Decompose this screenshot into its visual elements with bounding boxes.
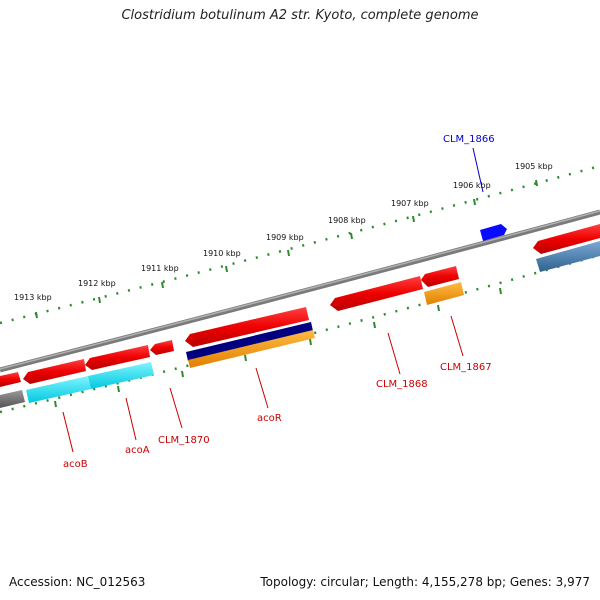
gene-acoB-upper[interactable] <box>23 359 86 384</box>
gene-labels: CLM_1866 CLM_1867 CLM_1868 acoR CLM_1870… <box>63 134 495 470</box>
gene-acoA-upper[interactable] <box>85 345 150 370</box>
gene-red-left-edge[interactable] <box>0 372 21 387</box>
inner-major-ticks <box>54 287 502 408</box>
reverse-genes <box>0 241 600 408</box>
forward-genes <box>0 224 600 387</box>
gene-callout-lines <box>62 147 484 453</box>
gene-acoR-orange[interactable] <box>188 330 315 368</box>
gene-acoR-red[interactable] <box>185 307 309 347</box>
gene-CLM_1867-red[interactable] <box>421 266 459 287</box>
accession-text: Accession: NC_012563 <box>9 575 146 589</box>
gene-label-CLM_1867[interactable]: CLM_1867 <box>440 362 492 373</box>
gene-CLM_1867-orange[interactable] <box>424 282 464 305</box>
topology-text: Topology: circular; Length: 4,155,278 bp… <box>260 575 590 589</box>
gene-steel-right-edge[interactable] <box>536 241 600 272</box>
gene-acoA-cyan[interactable] <box>88 362 154 389</box>
outer-major-ticks <box>35 179 538 319</box>
gene-gray-left-edge[interactable] <box>0 390 25 408</box>
scale-label-1911: 1911 kbp <box>141 264 179 273</box>
gene-label-acoR[interactable]: acoR <box>257 413 282 424</box>
genome-backbone <box>0 209 600 373</box>
scale-label-1913: 1913 kbp <box>14 293 52 302</box>
genome-title: Clostridium botulinum A2 str. Kyoto, com… <box>121 8 479 23</box>
gene-CLM_1866-blue[interactable] <box>480 224 507 241</box>
gene-CLM_1868-red[interactable] <box>330 276 423 311</box>
scale-label-1908: 1908 kbp <box>328 216 366 225</box>
gene-acoR-navy[interactable] <box>186 322 313 361</box>
gene-label-CLM_1868[interactable]: CLM_1868 <box>376 379 428 390</box>
gene-label-acoB[interactable]: acoB <box>63 459 88 470</box>
gene-label-CLM_1870[interactable]: CLM_1870 <box>158 435 210 446</box>
scale-label-1912: 1912 kbp <box>78 279 116 288</box>
gene-label-CLM_1866[interactable]: CLM_1866 <box>443 134 495 145</box>
scale-labels: 1913 kbp 1912 kbp 1911 kbp 1910 kbp 1909… <box>14 162 553 302</box>
scale-label-1909: 1909 kbp <box>266 233 304 242</box>
scale-label-1910: 1910 kbp <box>203 249 241 258</box>
gene-CLM_1870-red[interactable] <box>150 340 174 355</box>
scale-label-1905: 1905 kbp <box>515 162 553 171</box>
outer-scale-track <box>0 164 600 325</box>
gene-label-acoA[interactable]: acoA <box>125 445 150 456</box>
gene-acoB-cyan[interactable] <box>26 376 91 403</box>
scale-label-1907: 1907 kbp <box>391 199 429 208</box>
scale-label-1906: 1906 kbp <box>453 181 491 190</box>
gene-red-right-edge[interactable] <box>533 224 600 254</box>
